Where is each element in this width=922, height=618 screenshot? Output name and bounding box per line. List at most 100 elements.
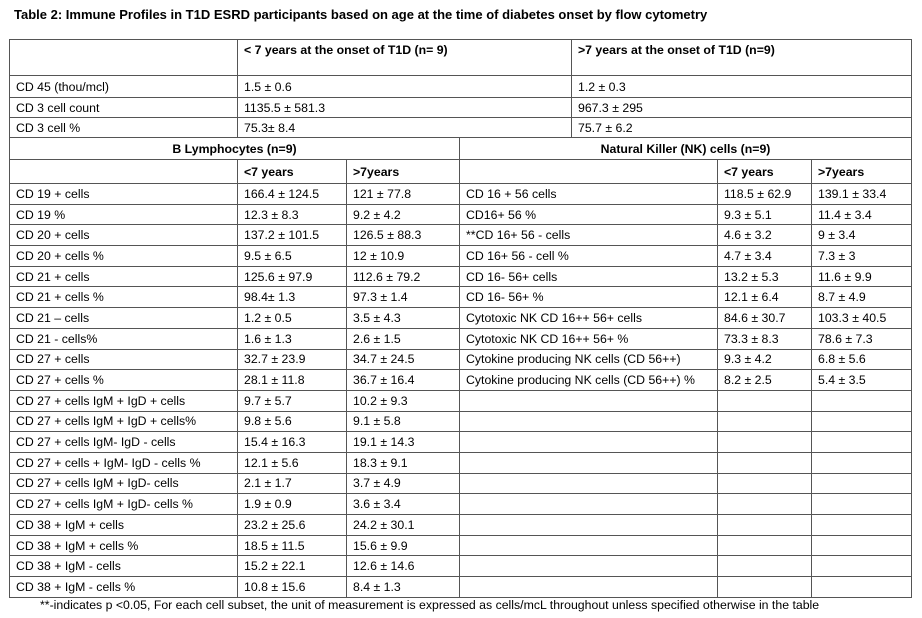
cell-value: 103.3 ± 40.5 (811, 307, 912, 329)
empty-cell (459, 159, 718, 184)
cell-value: 9.2 ± 4.2 (346, 203, 460, 226)
data-row: CD 27 + cells IgM + IgD + cells% 9.8 ± 5.… (9, 410, 912, 433)
section-title: B Lymphocytes (n=9) (9, 137, 460, 160)
cell-value: 18.5 ± 11.5 (237, 534, 347, 557)
cell-value: 9.8 ± 5.6 (237, 410, 347, 433)
cell-value: 84.6 ± 30.7 (717, 307, 812, 329)
row-label: CD 20 + cells % (9, 245, 238, 267)
cell-value: 73.3 ± 8.3 (717, 327, 812, 350)
row-label: CD 27 + cells IgM + IgD- cells (9, 472, 238, 495)
cell-value: 9.3 ± 4.2 (717, 348, 812, 371)
cell-value: 9.1 ± 5.8 (346, 410, 460, 433)
data-row: CD 20 + cells % 9.5 ± 6.5 12 ± 10.9 CD 16+ … (9, 245, 912, 267)
cell-value: 18.3 ± 9.1 (346, 451, 460, 474)
row-label: CD 27 + cells IgM + IgD + cells (9, 389, 238, 412)
cell-value: 97.3 ± 1.4 (346, 286, 460, 309)
empty-cell (811, 493, 912, 515)
cell-value: 2.1 ± 1.7 (237, 472, 347, 495)
row-label: CD 3 cell count (9, 97, 238, 118)
cell-value: 28.1 ± 11.8 (237, 369, 347, 391)
row-label: CD 38 + IgM - cells % (9, 576, 238, 598)
data-row: CD 27 + cells IgM + IgD- cells % 1.9 ± 0.… (9, 493, 912, 515)
row-label: CD 19 % (9, 203, 238, 226)
row-label: CD 3 cell % (9, 117, 238, 138)
cell-value: 2.6 ± 1.5 (346, 327, 460, 350)
empty-cell (811, 410, 912, 433)
empty-cell (459, 555, 718, 578)
column-header: <7 years (717, 159, 812, 184)
cell-value: 36.7 ± 16.4 (346, 369, 460, 391)
section-title: Natural Killer (NK) cells (n=9) (459, 137, 912, 160)
column-header: < 7 years at the onset of T1D (n= 9) (237, 39, 572, 76)
cell-value: 15.6 ± 9.9 (346, 534, 460, 557)
empty-cell (717, 493, 812, 515)
table-body: < 7 years at the onset of T1D (n= 9) >7 … (9, 39, 912, 598)
cell-value: 126.5 ± 88.3 (346, 224, 460, 247)
cell-value: 5.4 ± 3.5 (811, 369, 912, 391)
data-row: CD 27 + cells + IgM- IgD - cells % 12.1 ±… (9, 451, 912, 474)
cell-value: 3.6 ± 3.4 (346, 493, 460, 515)
row-label: **CD 16+ 56 - cells (459, 224, 718, 247)
row-label: CD 21 – cells (9, 307, 238, 329)
cell-value: 8.7 ± 4.9 (811, 286, 912, 309)
data-row: CD 27 + cells IgM + IgD- cells 2.1 ± 1.7 3… (9, 472, 912, 495)
cell-value: 1.2 ± 0.5 (237, 307, 347, 329)
cell-value: 125.6 ± 97.9 (237, 265, 347, 288)
row-label: CD 16 + 56 cells (459, 183, 718, 205)
table-title: Table 2: Immune Profiles in T1D ESRD par… (14, 7, 708, 22)
empty-cell (717, 389, 812, 412)
empty-cell (717, 534, 812, 557)
cell-value: 24.2 ± 30.1 (346, 514, 460, 536)
row-label: CD 21 - cells% (9, 327, 238, 350)
empty-cell (811, 431, 912, 453)
data-row: CD 21 + cells % 98.4± 1.3 97.3 ± 1.4 CD 16-… (9, 286, 912, 309)
data-row: CD 21 – cells 1.2 ± 0.5 3.5 ± 4.3 Cytotoxic… (9, 307, 912, 329)
empty-cell (717, 514, 812, 536)
data-row: CD 27 + cells 32.7 ± 23.9 34.7 ± 24.5 Cytok… (9, 348, 912, 371)
empty-cell (811, 555, 912, 578)
data-row: CD 21 - cells% 1.6 ± 1.3 2.6 ± 1.5 Cytotoxi… (9, 327, 912, 350)
cell-value: 23.2 ± 25.6 (237, 514, 347, 536)
cell-value: 9.7 ± 5.7 (237, 389, 347, 412)
cell-value: 9.5 ± 6.5 (237, 245, 347, 267)
empty-cell (717, 451, 812, 474)
data-row: CD 38 + IgM - cells 15.2 ± 22.1 12.6 ± 14.… (9, 555, 912, 578)
empty-cell (811, 534, 912, 557)
cell-value: 32.7 ± 23.9 (237, 348, 347, 371)
empty-cell (811, 389, 912, 412)
cell-value: 9.3 ± 5.1 (717, 203, 812, 226)
empty-cell (459, 431, 718, 453)
data-row: CD 27 + cells IgM + IgD + cells 9.7 ± 5.7… (9, 389, 912, 412)
cell-value: 1.9 ± 0.9 (237, 493, 347, 515)
data-row: CD 3 cell % 75.3± 8.4 75.7 ± 6.2 (9, 117, 912, 138)
empty-cell (459, 534, 718, 557)
cell-value: 10.8 ± 15.6 (237, 576, 347, 598)
cell-value: 12 ± 10.9 (346, 245, 460, 267)
row-label: CD 27 + cells IgM- IgD - cells (9, 431, 238, 453)
row-label: CD 27 + cells + IgM- IgD - cells % (9, 451, 238, 474)
cell-value: 3.5 ± 4.3 (346, 307, 460, 329)
cell-value: 12.3 ± 8.3 (237, 203, 347, 226)
column-header: >7years (346, 159, 460, 184)
row-label: Cytokine producing NK cells (CD 56++) % (459, 369, 718, 391)
cell-value: 6.8 ± 5.6 (811, 348, 912, 371)
empty-cell (811, 514, 912, 536)
cell-value: 75.7 ± 6.2 (571, 117, 912, 138)
row-label: CD 38 + IgM - cells (9, 555, 238, 578)
column-header: <7 years (237, 159, 347, 184)
data-row: CD 27 + cells IgM- IgD - cells 15.4 ± 16.… (9, 431, 912, 453)
data-row: CD 3 cell count 1135.5 ± 581.3 967.3 ± 295 (9, 97, 912, 118)
cell-value: 1.5 ± 0.6 (237, 75, 572, 98)
empty-cell (717, 431, 812, 453)
cell-value: 8.2 ± 2.5 (717, 369, 812, 391)
empty-cell (459, 576, 718, 598)
row-label: CD 20 + cells (9, 224, 238, 247)
empty-cell (811, 472, 912, 495)
empty-cell (717, 555, 812, 578)
row-label: CD 16- 56+ cells (459, 265, 718, 288)
cell-value: 967.3 ± 295 (571, 97, 912, 118)
cell-value: 13.2 ± 5.3 (717, 265, 812, 288)
row-label: Cytokine producing NK cells (CD 56++) (459, 348, 718, 371)
row-label: CD 38 + IgM + cells % (9, 534, 238, 557)
